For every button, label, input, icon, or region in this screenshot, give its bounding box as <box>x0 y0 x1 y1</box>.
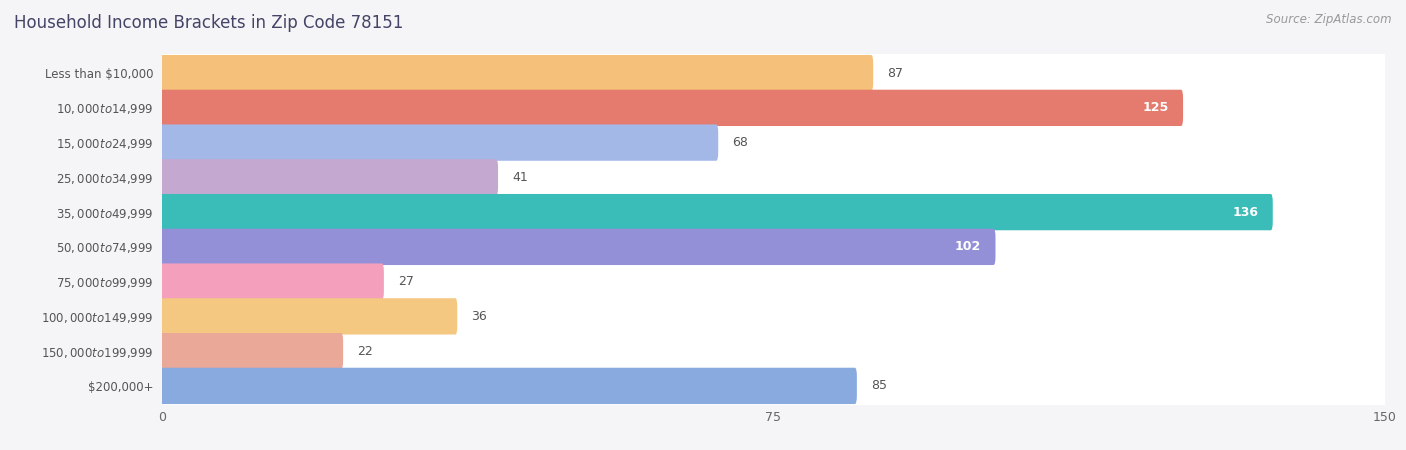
FancyBboxPatch shape <box>157 195 1389 230</box>
FancyBboxPatch shape <box>160 368 856 404</box>
FancyBboxPatch shape <box>157 160 1389 195</box>
FancyBboxPatch shape <box>159 189 1388 234</box>
Text: 41: 41 <box>512 171 529 184</box>
FancyBboxPatch shape <box>157 125 1389 160</box>
FancyBboxPatch shape <box>157 334 1389 369</box>
Text: 85: 85 <box>872 379 887 392</box>
FancyBboxPatch shape <box>160 90 1182 126</box>
FancyBboxPatch shape <box>159 120 1388 165</box>
Text: 36: 36 <box>471 310 488 323</box>
FancyBboxPatch shape <box>157 90 1389 125</box>
FancyBboxPatch shape <box>157 299 1389 334</box>
Text: 68: 68 <box>733 136 748 149</box>
FancyBboxPatch shape <box>159 328 1388 374</box>
Text: Source: ZipAtlas.com: Source: ZipAtlas.com <box>1267 14 1392 27</box>
FancyBboxPatch shape <box>160 55 873 91</box>
FancyBboxPatch shape <box>157 230 1389 264</box>
Text: Household Income Brackets in Zip Code 78151: Household Income Brackets in Zip Code 78… <box>14 14 404 32</box>
FancyBboxPatch shape <box>157 264 1389 299</box>
FancyBboxPatch shape <box>160 194 1272 230</box>
FancyBboxPatch shape <box>160 229 995 265</box>
FancyBboxPatch shape <box>159 155 1388 200</box>
FancyBboxPatch shape <box>159 364 1388 408</box>
FancyBboxPatch shape <box>160 298 457 334</box>
Text: 87: 87 <box>887 67 904 80</box>
FancyBboxPatch shape <box>157 56 1389 90</box>
Text: 125: 125 <box>1143 101 1168 114</box>
FancyBboxPatch shape <box>157 369 1389 403</box>
Text: 136: 136 <box>1233 206 1258 219</box>
FancyBboxPatch shape <box>159 51 1388 95</box>
FancyBboxPatch shape <box>159 86 1388 130</box>
FancyBboxPatch shape <box>159 294 1388 339</box>
FancyBboxPatch shape <box>160 263 384 300</box>
Text: 22: 22 <box>357 345 373 358</box>
FancyBboxPatch shape <box>159 225 1388 270</box>
FancyBboxPatch shape <box>159 259 1388 304</box>
FancyBboxPatch shape <box>160 125 718 161</box>
FancyBboxPatch shape <box>160 333 343 369</box>
Text: 27: 27 <box>398 275 413 288</box>
FancyBboxPatch shape <box>160 159 498 196</box>
Text: 102: 102 <box>955 240 981 253</box>
